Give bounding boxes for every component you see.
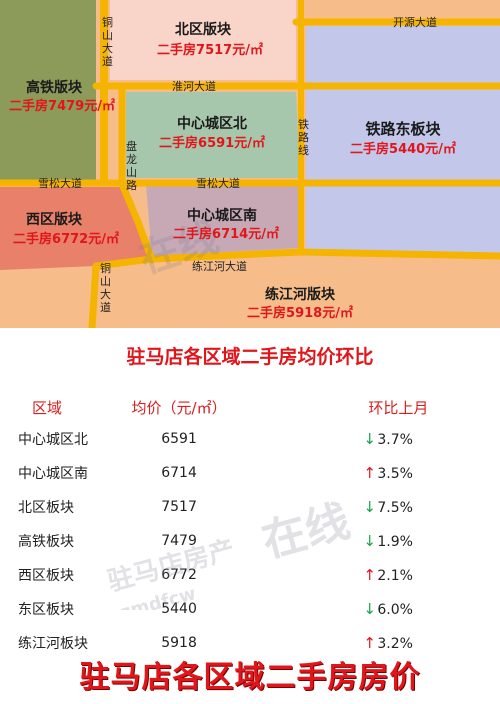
table-row: 高铁板块 7479 ↓1.9% bbox=[10, 524, 490, 558]
cell-change: ↓3.7% bbox=[243, 422, 490, 456]
trend-arrow-icon: ↓ bbox=[363, 532, 376, 550]
region-gaotie-price: 二手房7479元/㎡ bbox=[9, 98, 115, 114]
header-price: 均价（元/㎡） bbox=[131, 398, 227, 417]
region-gaotie-name: 高铁版块 bbox=[26, 79, 83, 96]
change-value: 6.0% bbox=[377, 602, 413, 618]
table-row: 练江河板块 5918 ↑3.2% bbox=[10, 626, 490, 660]
road-label-tongshan-bottom: 铜 山 大 道 bbox=[100, 261, 115, 314]
region-map: 在线 铜 山 大 道 开源大道 淮河大道 铁 路 线 盘 龙 山 路 雪松大道 … bbox=[0, 0, 500, 328]
road-label-kaiyuan: 开源大道 bbox=[393, 15, 437, 29]
region-railway-east-area bbox=[306, 26, 500, 256]
region-gaotie-area bbox=[0, 0, 96, 180]
region-north-area bbox=[110, 0, 296, 80]
road-label-tielu: 铁 路 线 bbox=[298, 118, 313, 157]
cell-price: 5918 bbox=[161, 635, 197, 651]
region-railway-east-name: 铁路东板块 bbox=[365, 120, 441, 138]
trend-arrow-icon: ↑ bbox=[363, 566, 376, 584]
trend-arrow-icon: ↑ bbox=[363, 464, 376, 482]
cell-region: 练江河板块 bbox=[18, 636, 88, 652]
cell-price: 6714 bbox=[161, 465, 197, 481]
cell-price: 7479 bbox=[161, 533, 197, 549]
road-label-tongshan-top: 铜 山 大 道 bbox=[102, 15, 117, 68]
road-lianjianghe bbox=[92, 248, 500, 270]
cell-region: 中心城区南 bbox=[18, 466, 88, 482]
cell-change: ↑2.1% bbox=[243, 558, 490, 592]
road-label-xuesong-right: 雪松大道 bbox=[196, 176, 240, 190]
price-table: 区域 均价（元/㎡） 环比上月 中心城区北 6591 ↓3.7% 中心城区南 6714… bbox=[10, 392, 490, 660]
trend-arrow-icon: ↓ bbox=[363, 498, 376, 516]
cell-change: ↓6.0% bbox=[243, 592, 490, 626]
change-value: 3.2% bbox=[377, 636, 413, 652]
cell-change: ↓7.5% bbox=[243, 490, 490, 524]
table-title: 驻马店各区域二手房均价环比 bbox=[126, 346, 374, 368]
road-tongshan-lower bbox=[88, 262, 100, 328]
table-row: 中心城区北 6591 ↓3.7% bbox=[10, 422, 490, 456]
table-row: 北区板块 7517 ↓7.5% bbox=[10, 490, 490, 524]
change-value: 3.7% bbox=[377, 432, 413, 448]
cell-region: 西区板块 bbox=[18, 568, 74, 584]
region-north-price: 二手房7517元/㎡ bbox=[157, 42, 263, 58]
table-body: 中心城区北 6591 ↓3.7% 中心城区南 6714 ↑3.5% 北区板块 7517 ↓7… bbox=[10, 422, 490, 660]
cell-price: 6772 bbox=[161, 567, 197, 583]
trend-arrow-icon: ↓ bbox=[363, 430, 376, 448]
region-north-name: 北区版块 bbox=[175, 21, 232, 38]
region-center-south-area bbox=[146, 186, 300, 256]
road-label-panlong: 盘 龙 山 路 bbox=[126, 139, 141, 192]
cell-change: ↑3.5% bbox=[243, 456, 490, 490]
trend-arrow-icon: ↓ bbox=[363, 600, 376, 618]
region-center-north-price: 二手房6591元/㎡ bbox=[159, 135, 265, 151]
cell-change: ↑3.2% bbox=[243, 626, 490, 660]
cell-price: 6591 bbox=[161, 431, 197, 447]
cell-region: 北区板块 bbox=[18, 500, 74, 516]
region-west-price: 二手房6772元/㎡ bbox=[13, 231, 119, 247]
cell-price: 7517 bbox=[161, 499, 197, 515]
cell-region: 高铁板块 bbox=[18, 534, 74, 550]
region-center-south-name: 中心城区南 bbox=[187, 207, 257, 224]
cell-change: ↓1.9% bbox=[243, 524, 490, 558]
cell-price: 5440 bbox=[161, 601, 197, 617]
road-label-xuesong-left: 雪松大道 bbox=[38, 176, 82, 190]
region-center-north-area bbox=[126, 92, 300, 178]
table-header-row: 区域 均价（元/㎡） 环比上月 bbox=[10, 392, 490, 422]
header-region: 区域 bbox=[32, 398, 63, 417]
region-center-north-name: 中心城区北 bbox=[177, 115, 247, 132]
road-panlong bbox=[118, 84, 156, 264]
change-value: 3.5% bbox=[377, 466, 413, 482]
roads bbox=[0, 0, 500, 328]
cell-region: 东区板块 bbox=[18, 602, 74, 618]
bottom-title: 驻马店各区域二手房房价 bbox=[79, 660, 421, 695]
change-value: 1.9% bbox=[377, 534, 413, 550]
cell-region: 中心城区北 bbox=[18, 432, 88, 448]
road-label-huaihe: 淮河大道 bbox=[172, 79, 216, 93]
table-row: 西区板块 6772 ↑2.1% bbox=[10, 558, 490, 592]
table-row: 东区板块 5440 ↓6.0% bbox=[10, 592, 490, 626]
header-change: 环比上月 bbox=[368, 398, 429, 417]
region-center-south-price: 二手房6714元/㎡ bbox=[173, 226, 279, 242]
region-west-name: 西区版块 bbox=[26, 211, 83, 228]
road-label-lianjianghe: 练江河大道 bbox=[192, 259, 247, 273]
trend-arrow-icon: ↑ bbox=[363, 634, 376, 652]
region-lianjianghe-name: 练江河版块 bbox=[265, 286, 336, 303]
region-railway-east-price: 二手房5440元/㎡ bbox=[350, 141, 456, 157]
region-lianjianghe-price: 二手房5918元/㎡ bbox=[247, 305, 353, 321]
change-value: 2.1% bbox=[377, 568, 413, 584]
table-row: 中心城区南 6714 ↑3.5% bbox=[10, 456, 490, 490]
change-value: 7.5% bbox=[377, 500, 413, 516]
region-west-area bbox=[0, 187, 148, 270]
